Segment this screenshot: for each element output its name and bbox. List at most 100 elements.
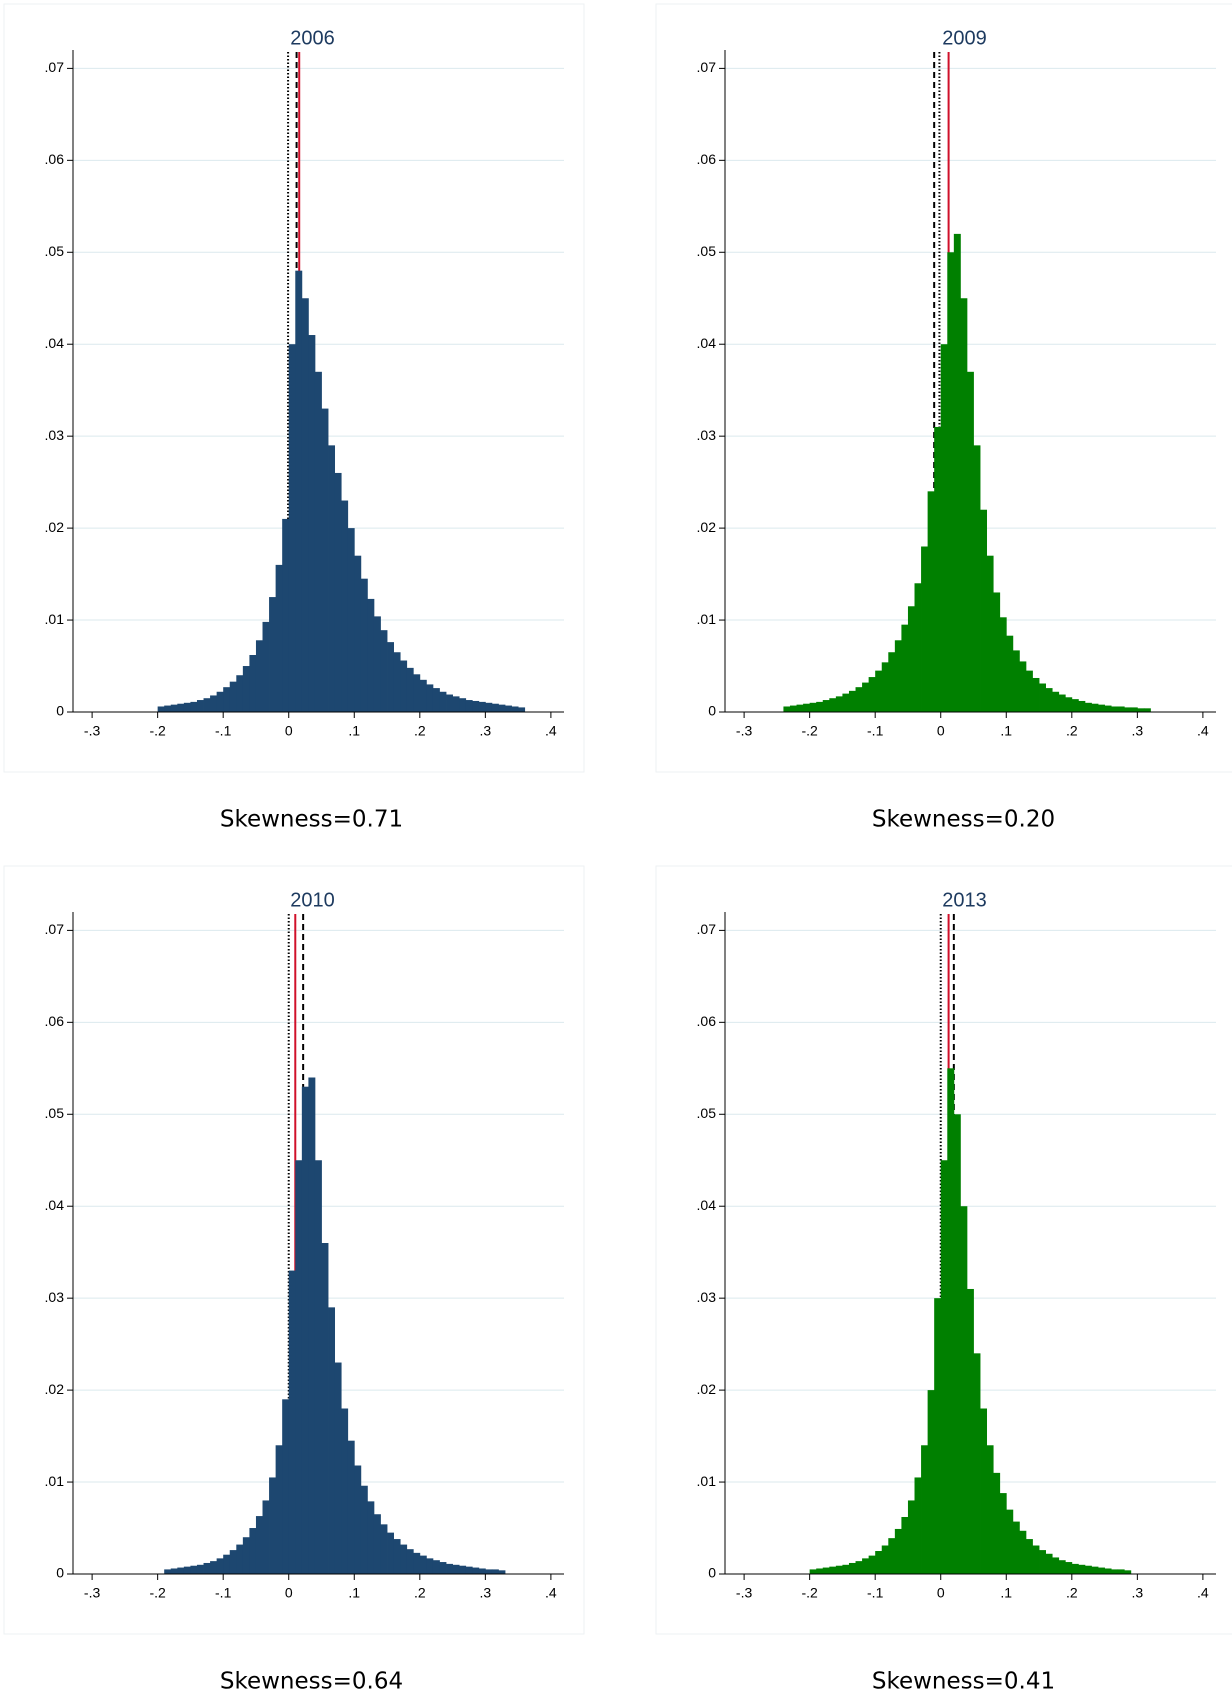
histogram-bar (894, 1528, 902, 1574)
histogram-bar (1039, 683, 1046, 712)
histogram-bar (888, 1538, 896, 1574)
histogram-bar (196, 1564, 204, 1574)
histogram-bar (1117, 706, 1125, 712)
histogram-bar (210, 695, 218, 712)
histogram-bar (505, 705, 512, 712)
histogram-bar (321, 408, 329, 712)
histogram-bar (203, 1562, 211, 1574)
x-tick-label: .2 (1066, 723, 1078, 739)
x-tick-label: -.1 (867, 1585, 884, 1601)
histogram-bar (1025, 670, 1033, 712)
histogram-bar (341, 1408, 349, 1574)
histogram-bar (282, 1399, 290, 1574)
histogram-bar (1124, 1570, 1132, 1574)
histogram-bar (921, 546, 929, 712)
histogram-bar (1091, 703, 1099, 712)
histogram-bar (855, 1561, 863, 1574)
x-tick-label: -.2 (149, 1585, 166, 1601)
histogram-bar (485, 1569, 493, 1574)
histogram-bar (1078, 700, 1086, 712)
x-tick-label: -.2 (801, 723, 818, 739)
histogram-bar (393, 652, 401, 712)
histogram-bar (881, 1545, 889, 1574)
histogram-bar (829, 1566, 837, 1574)
histogram-bar (1045, 688, 1053, 712)
y-tick-label: .03 (697, 1289, 717, 1305)
histogram-bar (1019, 661, 1027, 712)
histogram-bar (387, 1532, 394, 1574)
histogram-bar (314, 371, 322, 712)
y-tick-label: 0 (56, 703, 64, 719)
histogram-bar (829, 698, 837, 712)
histogram-bar (406, 667, 414, 712)
histogram-bar (986, 1445, 994, 1574)
histogram-bar (406, 1549, 414, 1574)
histogram-bar (242, 666, 250, 712)
histogram-bar (373, 1514, 381, 1574)
skewness-caption: Skewness=0.41 (872, 1669, 1055, 1695)
histogram-bar (855, 687, 863, 712)
y-tick-label: .05 (697, 1105, 717, 1121)
y-tick-label: .02 (45, 1381, 65, 1397)
y-tick-label: .06 (697, 151, 717, 167)
histogram-bar (210, 1561, 218, 1574)
histogram-bar (216, 691, 224, 712)
histogram-bar (229, 681, 237, 712)
histogram-bar (999, 1493, 1007, 1574)
histogram-bar (301, 1086, 309, 1574)
histogram-bar (269, 1477, 277, 1574)
y-tick-label: .07 (45, 921, 65, 937)
histogram-bar (1071, 1563, 1079, 1574)
histogram-bar (921, 1445, 929, 1574)
histogram-bar (927, 491, 935, 712)
histogram-bar (789, 705, 797, 712)
histogram-bar (816, 701, 824, 712)
x-tick-label: .4 (1197, 723, 1209, 739)
histogram-bar (478, 1568, 486, 1574)
y-tick-label: .01 (697, 611, 717, 627)
histogram-bar (868, 677, 876, 712)
histogram-bar (1091, 1566, 1099, 1574)
x-tick-label: .1 (348, 723, 360, 739)
x-tick-label: .1 (1000, 1585, 1012, 1601)
chart-title: 2013 (942, 889, 987, 911)
histogram-bar (511, 706, 519, 712)
histogram-bar (177, 703, 185, 712)
x-tick-label: -.2 (149, 723, 166, 739)
y-tick-label: .04 (697, 1197, 717, 1213)
histogram-bar (439, 1562, 447, 1574)
histogram-bar (308, 335, 316, 712)
histogram-bar (1058, 694, 1066, 712)
panel-border (3, 865, 585, 1635)
histogram-bar (1058, 1560, 1066, 1574)
histogram-bar (170, 704, 178, 712)
histogram-bar (973, 1353, 981, 1574)
x-tick-label: -.3 (736, 723, 753, 739)
x-tick-label: .4 (1197, 1585, 1209, 1601)
histogram-bar (1019, 1530, 1027, 1574)
histogram-bar (980, 1408, 988, 1574)
histogram-bar (288, 344, 296, 712)
histogram-bar (1084, 702, 1092, 712)
histogram-bar (914, 1477, 922, 1574)
y-tick-label: 0 (708, 1565, 716, 1581)
histogram-bar (223, 687, 231, 712)
histogram-bar (354, 1465, 362, 1574)
x-tick-label: -.1 (867, 723, 884, 739)
x-tick-label: 0 (285, 723, 293, 739)
histogram-bar (269, 597, 277, 712)
histogram-bar (157, 706, 165, 712)
chart-title: 2009 (942, 27, 987, 49)
histogram-bar (354, 555, 362, 712)
histogram-bar (947, 252, 955, 712)
y-tick-label: .07 (697, 921, 717, 937)
histogram-bar (465, 700, 473, 712)
x-tick-label: 0 (937, 723, 945, 739)
histogram-bar (321, 1243, 329, 1574)
histogram-bar (518, 707, 526, 712)
histogram-bar (164, 705, 172, 712)
histogram-bar (262, 621, 270, 712)
histogram-bar (255, 1516, 263, 1574)
histogram-bar (498, 704, 506, 712)
histogram-bar (862, 682, 870, 712)
